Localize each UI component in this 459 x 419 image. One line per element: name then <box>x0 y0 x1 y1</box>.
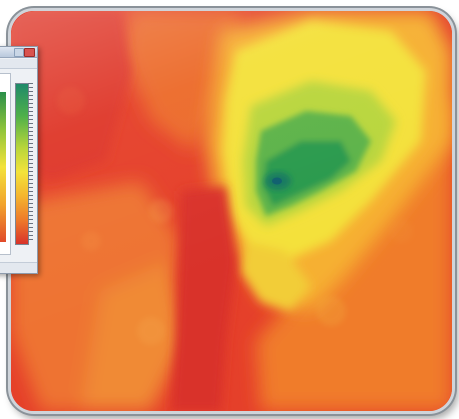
texture-dot <box>316 296 346 326</box>
app-side-panel <box>0 73 11 255</box>
heat-peak-center <box>272 177 282 185</box>
texture-dot <box>137 317 165 345</box>
heatmap-canvas <box>11 11 452 411</box>
close-icon[interactable] <box>24 48 35 57</box>
texture-dot <box>389 219 413 243</box>
heat-zone-yellow-tail <box>241 241 311 311</box>
heat-zone-orange-lower-left <box>81 261 186 411</box>
heat-zone-dark-green <box>263 141 351 206</box>
heat-zone-red-column <box>171 186 236 411</box>
texture-dot <box>149 199 173 223</box>
app-statusbar <box>0 262 37 273</box>
panel-gradient-strip <box>0 92 6 242</box>
background-app-window[interactable] <box>0 46 38 274</box>
texture-dot <box>57 87 85 115</box>
texture-dot <box>81 231 101 251</box>
minimize-icon[interactable] <box>14 48 24 57</box>
colorbar-ticks <box>28 83 33 243</box>
heatmap-frame <box>8 8 455 414</box>
app-toolbar <box>0 59 37 69</box>
color-scale-icon <box>15 83 29 245</box>
app-titlebar[interactable] <box>0 47 37 58</box>
